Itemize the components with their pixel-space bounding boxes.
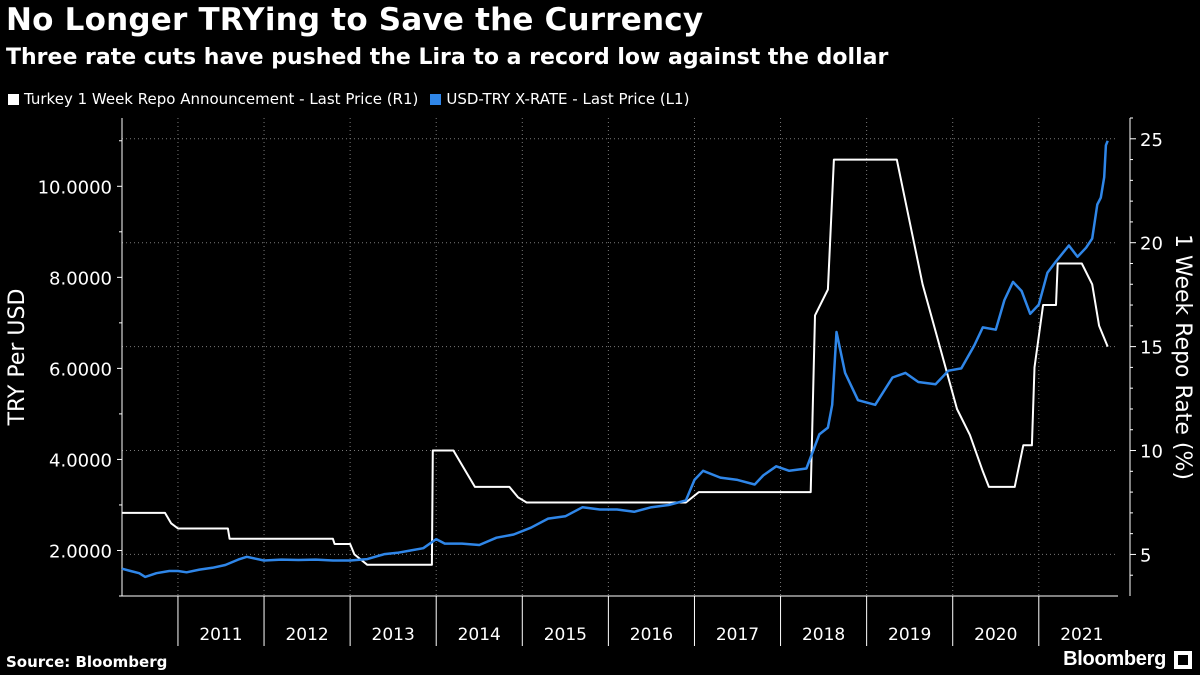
right-tick-label-2: 15 (1140, 338, 1163, 359)
right-tick-label-4: 25 (1140, 130, 1163, 151)
x-tick-label-5: 2016 (630, 625, 673, 645)
chart-subtitle: Three rate cuts have pushed the Lira to … (6, 45, 889, 70)
series-line-usd-try (121, 140, 1109, 579)
source-note: Source: Bloomberg (6, 653, 168, 671)
x-tick-label-3: 2014 (458, 625, 501, 645)
x-tick-label-0: 2011 (199, 625, 242, 645)
legend: Turkey 1 Week Repo Announcement - Last P… (8, 90, 701, 108)
legend-item-repo: Turkey 1 Week Repo Announcement - Last P… (8, 90, 418, 108)
legend-swatch-fx (430, 93, 442, 105)
right-axis-title: 1 Week Repo Rate (%) (1170, 234, 1195, 480)
legend-label-fx: USD-TRY X-RATE - Last Price (L1) (446, 90, 690, 108)
x-tick-label-7: 2018 (802, 625, 845, 645)
chart-title: No Longer TRYing to Save the Currency (6, 2, 704, 38)
left-tick-label-1: 4.0000 (49, 450, 112, 471)
left-tick-label-4: 10.0000 (38, 177, 112, 198)
right-tick-label-0: 5 (1140, 545, 1151, 566)
x-tick-label-4: 2015 (544, 625, 587, 645)
left-axis-title: TRY Per USD (5, 289, 30, 427)
legend-item-fx: USD-TRY X-RATE - Last Price (L1) (430, 90, 689, 108)
right-tick-label-1: 10 (1140, 442, 1163, 463)
left-tick-label-3: 8.0000 (49, 268, 112, 289)
bloomberg-logo: Bloomberg (1063, 648, 1166, 670)
legend-swatch-repo (8, 93, 19, 105)
series-line-repo-rate (122, 158, 1109, 566)
left-tick-label-0: 2.0000 (49, 541, 112, 562)
legend-label-repo: Turkey 1 Week Repo Announcement - Last P… (24, 90, 419, 108)
right-tick-label-3: 20 (1140, 234, 1163, 255)
x-tick-label-2: 2013 (372, 625, 415, 645)
x-tick-label-10: 2021 (1060, 625, 1103, 645)
x-tick-label-6: 2017 (716, 625, 759, 645)
x-tick-label-1: 2012 (285, 625, 328, 645)
x-tick-label-9: 2020 (974, 625, 1017, 645)
bloomberg-logo-icon (1174, 651, 1192, 669)
left-tick-label-2: 6.0000 (49, 359, 112, 380)
x-tick-label-8: 2019 (888, 625, 931, 645)
